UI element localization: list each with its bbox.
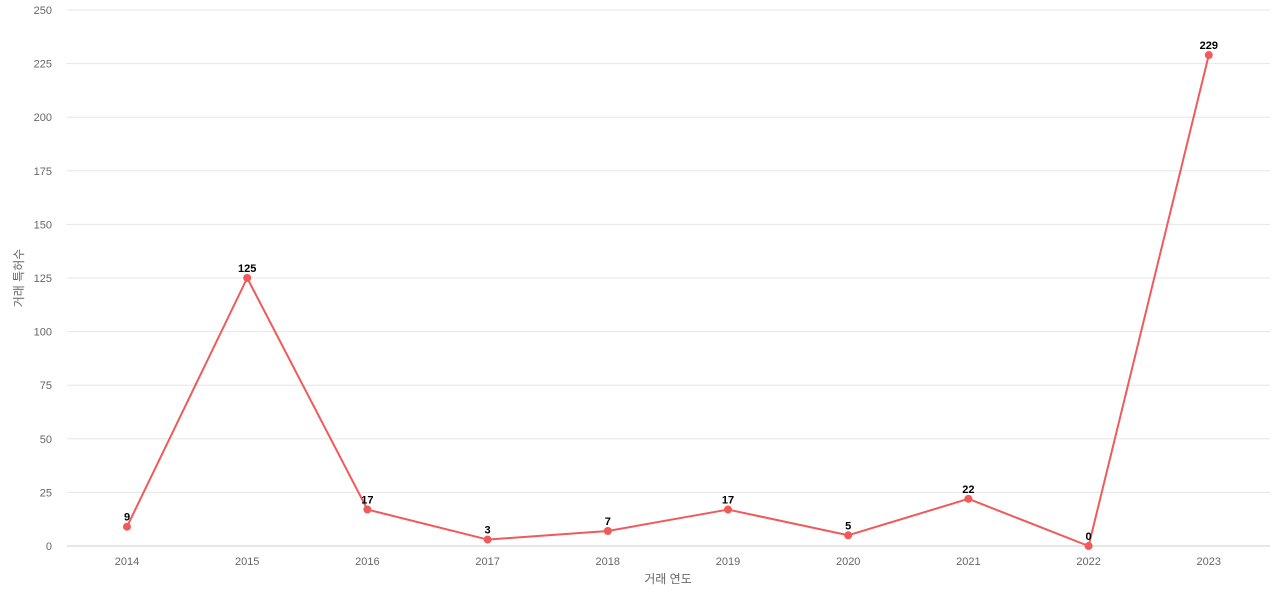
y-tick-label: 25	[40, 487, 52, 499]
x-axis-title: 거래 연도	[644, 572, 692, 586]
y-tick-label: 200	[34, 112, 52, 124]
data-point	[243, 274, 252, 282]
x-tick-label: 2015	[235, 556, 259, 568]
x-tick-label: 2022	[1076, 556, 1100, 568]
data-label: 9	[124, 512, 130, 524]
y-tick-label: 125	[34, 273, 52, 285]
x-tick-label: 2018	[596, 556, 620, 568]
x-tick-label: 2021	[956, 556, 980, 568]
data-point	[483, 535, 492, 544]
data-point	[123, 522, 131, 531]
x-tick-label: 2016	[355, 556, 379, 568]
data-label: 7	[605, 516, 611, 528]
y-tick-label: 50	[40, 434, 52, 446]
y-tick-label: 100	[34, 327, 52, 339]
x-tick-label: 2020	[836, 556, 860, 568]
x-tick-label: 2023	[1197, 556, 1221, 568]
data-label: 17	[361, 495, 373, 507]
data-labels: 9 125 17 3 7 17 5 22 0 229	[124, 40, 1218, 543]
series-layer	[123, 51, 1213, 550]
y-tick-label: 150	[34, 219, 52, 231]
data-label: 3	[485, 525, 491, 537]
x-tick-label: 2014	[115, 556, 139, 568]
data-label: 22	[962, 484, 974, 496]
data-point	[724, 505, 732, 514]
data-label: 0	[1086, 531, 1092, 543]
grid-layer	[67, 9, 1270, 547]
y-tick-label: 175	[34, 166, 52, 178]
data-point	[964, 494, 973, 503]
data-point	[603, 526, 612, 535]
data-point	[1204, 51, 1213, 60]
y-tick-label: 250	[34, 5, 52, 17]
data-point	[363, 505, 372, 514]
x-tick-labels: 2014 2015 2016 2017 2018 2019 2020 2021 2022 2023	[115, 556, 1221, 568]
x-tick-label: 2019	[716, 556, 740, 568]
data-point	[844, 531, 853, 540]
y-tick-label: 225	[34, 59, 52, 71]
y-tick-label: 0	[46, 541, 52, 553]
data-label: 125	[238, 263, 256, 275]
series-line	[126, 54, 1210, 547]
data-label: 17	[722, 495, 734, 507]
y-axis-title: 거래 특허수	[12, 249, 26, 308]
data-point	[1084, 542, 1093, 550]
data-label: 5	[845, 520, 851, 532]
y-tick-label: 75	[40, 380, 52, 392]
y-tick-labels: 0 25 50 75 100 125 150 175 200 225 250	[34, 5, 52, 553]
x-tick-label: 2017	[475, 556, 499, 568]
data-label: 229	[1200, 40, 1218, 52]
